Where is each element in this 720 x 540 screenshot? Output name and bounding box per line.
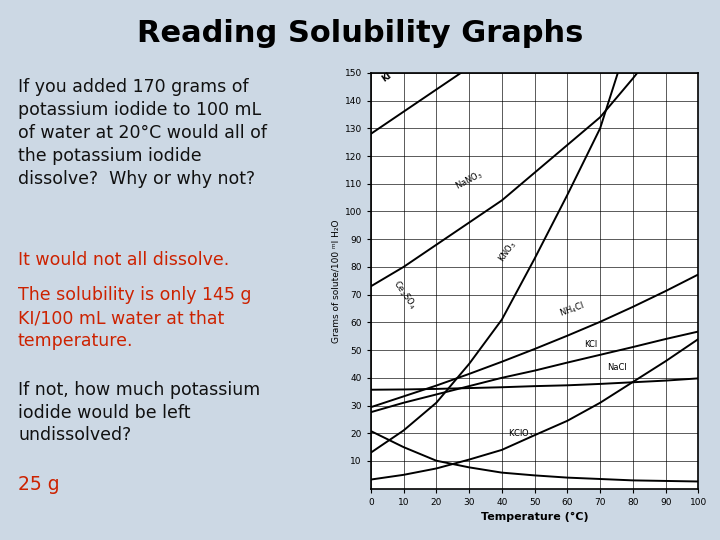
- Text: KCl: KCl: [584, 340, 597, 349]
- Text: Reading Solubility Graphs: Reading Solubility Graphs: [137, 19, 583, 48]
- Text: The solubility is only 145 g
KI/100 mL water at that
temperature.: The solubility is only 145 g KI/100 mL w…: [18, 286, 251, 350]
- Text: KNO$_3$: KNO$_3$: [495, 238, 519, 265]
- Text: If not, how much potassium
iodide would be left
undissolved?: If not, how much potassium iodide would …: [18, 381, 260, 444]
- Text: KClO$_3$: KClO$_3$: [508, 427, 534, 440]
- Text: NH$_4$Cl: NH$_4$Cl: [557, 300, 586, 320]
- Text: KI: KI: [381, 70, 393, 83]
- Y-axis label: Grams of solute/100 ᵐl H₂O: Grams of solute/100 ᵐl H₂O: [331, 219, 341, 342]
- Text: If you added 170 grams of
potassium iodide to 100 mL
of water at 20°C would all : If you added 170 grams of potassium iodi…: [18, 78, 267, 188]
- X-axis label: Temperature (°C): Temperature (°C): [481, 512, 588, 522]
- Text: NaNO$_3$: NaNO$_3$: [453, 168, 485, 193]
- Text: It would not all dissolve.: It would not all dissolve.: [18, 251, 229, 269]
- Text: NaCl: NaCl: [607, 362, 626, 372]
- Text: Ce$_2$SO$_4$: Ce$_2$SO$_4$: [390, 278, 419, 312]
- Text: 25 g: 25 g: [18, 475, 60, 494]
